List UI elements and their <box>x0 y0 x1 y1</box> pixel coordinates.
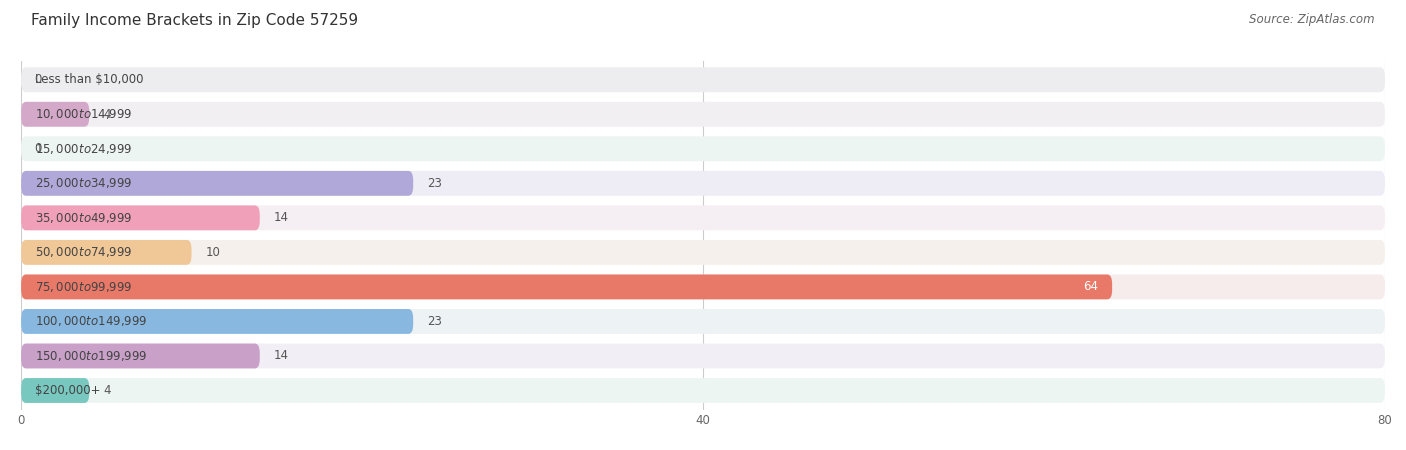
Text: $50,000 to $74,999: $50,000 to $74,999 <box>35 245 132 259</box>
FancyBboxPatch shape <box>21 102 1385 127</box>
Text: $25,000 to $34,999: $25,000 to $34,999 <box>35 176 132 190</box>
Text: 10: 10 <box>205 246 221 259</box>
FancyBboxPatch shape <box>21 206 1385 230</box>
FancyBboxPatch shape <box>21 309 1385 334</box>
FancyBboxPatch shape <box>21 378 90 403</box>
FancyBboxPatch shape <box>21 274 1112 299</box>
FancyBboxPatch shape <box>21 343 1385 369</box>
Text: 4: 4 <box>103 108 111 121</box>
FancyBboxPatch shape <box>21 343 260 369</box>
Text: 14: 14 <box>273 350 288 363</box>
Text: 23: 23 <box>427 315 441 328</box>
FancyBboxPatch shape <box>21 206 260 230</box>
Text: Family Income Brackets in Zip Code 57259: Family Income Brackets in Zip Code 57259 <box>31 14 359 28</box>
Text: 23: 23 <box>427 177 441 190</box>
FancyBboxPatch shape <box>21 68 1385 92</box>
FancyBboxPatch shape <box>21 171 413 196</box>
Text: Source: ZipAtlas.com: Source: ZipAtlas.com <box>1250 14 1375 27</box>
Text: $35,000 to $49,999: $35,000 to $49,999 <box>35 211 132 225</box>
Text: $100,000 to $149,999: $100,000 to $149,999 <box>35 315 148 328</box>
FancyBboxPatch shape <box>21 102 90 127</box>
Text: $15,000 to $24,999: $15,000 to $24,999 <box>35 142 132 156</box>
Text: $75,000 to $99,999: $75,000 to $99,999 <box>35 280 132 294</box>
FancyBboxPatch shape <box>21 240 1385 265</box>
FancyBboxPatch shape <box>21 274 1385 299</box>
Text: $200,000+: $200,000+ <box>35 384 100 397</box>
Text: $10,000 to $14,999: $10,000 to $14,999 <box>35 107 132 121</box>
FancyBboxPatch shape <box>21 309 413 334</box>
Text: 4: 4 <box>103 384 111 397</box>
FancyBboxPatch shape <box>21 240 191 265</box>
Text: 0: 0 <box>35 73 42 86</box>
Text: 14: 14 <box>273 212 288 225</box>
FancyBboxPatch shape <box>21 171 1385 196</box>
Text: 0: 0 <box>35 142 42 155</box>
FancyBboxPatch shape <box>21 378 1385 403</box>
Text: 64: 64 <box>1084 280 1098 293</box>
FancyBboxPatch shape <box>21 136 1385 161</box>
Text: $150,000 to $199,999: $150,000 to $199,999 <box>35 349 148 363</box>
Text: Less than $10,000: Less than $10,000 <box>35 73 143 86</box>
